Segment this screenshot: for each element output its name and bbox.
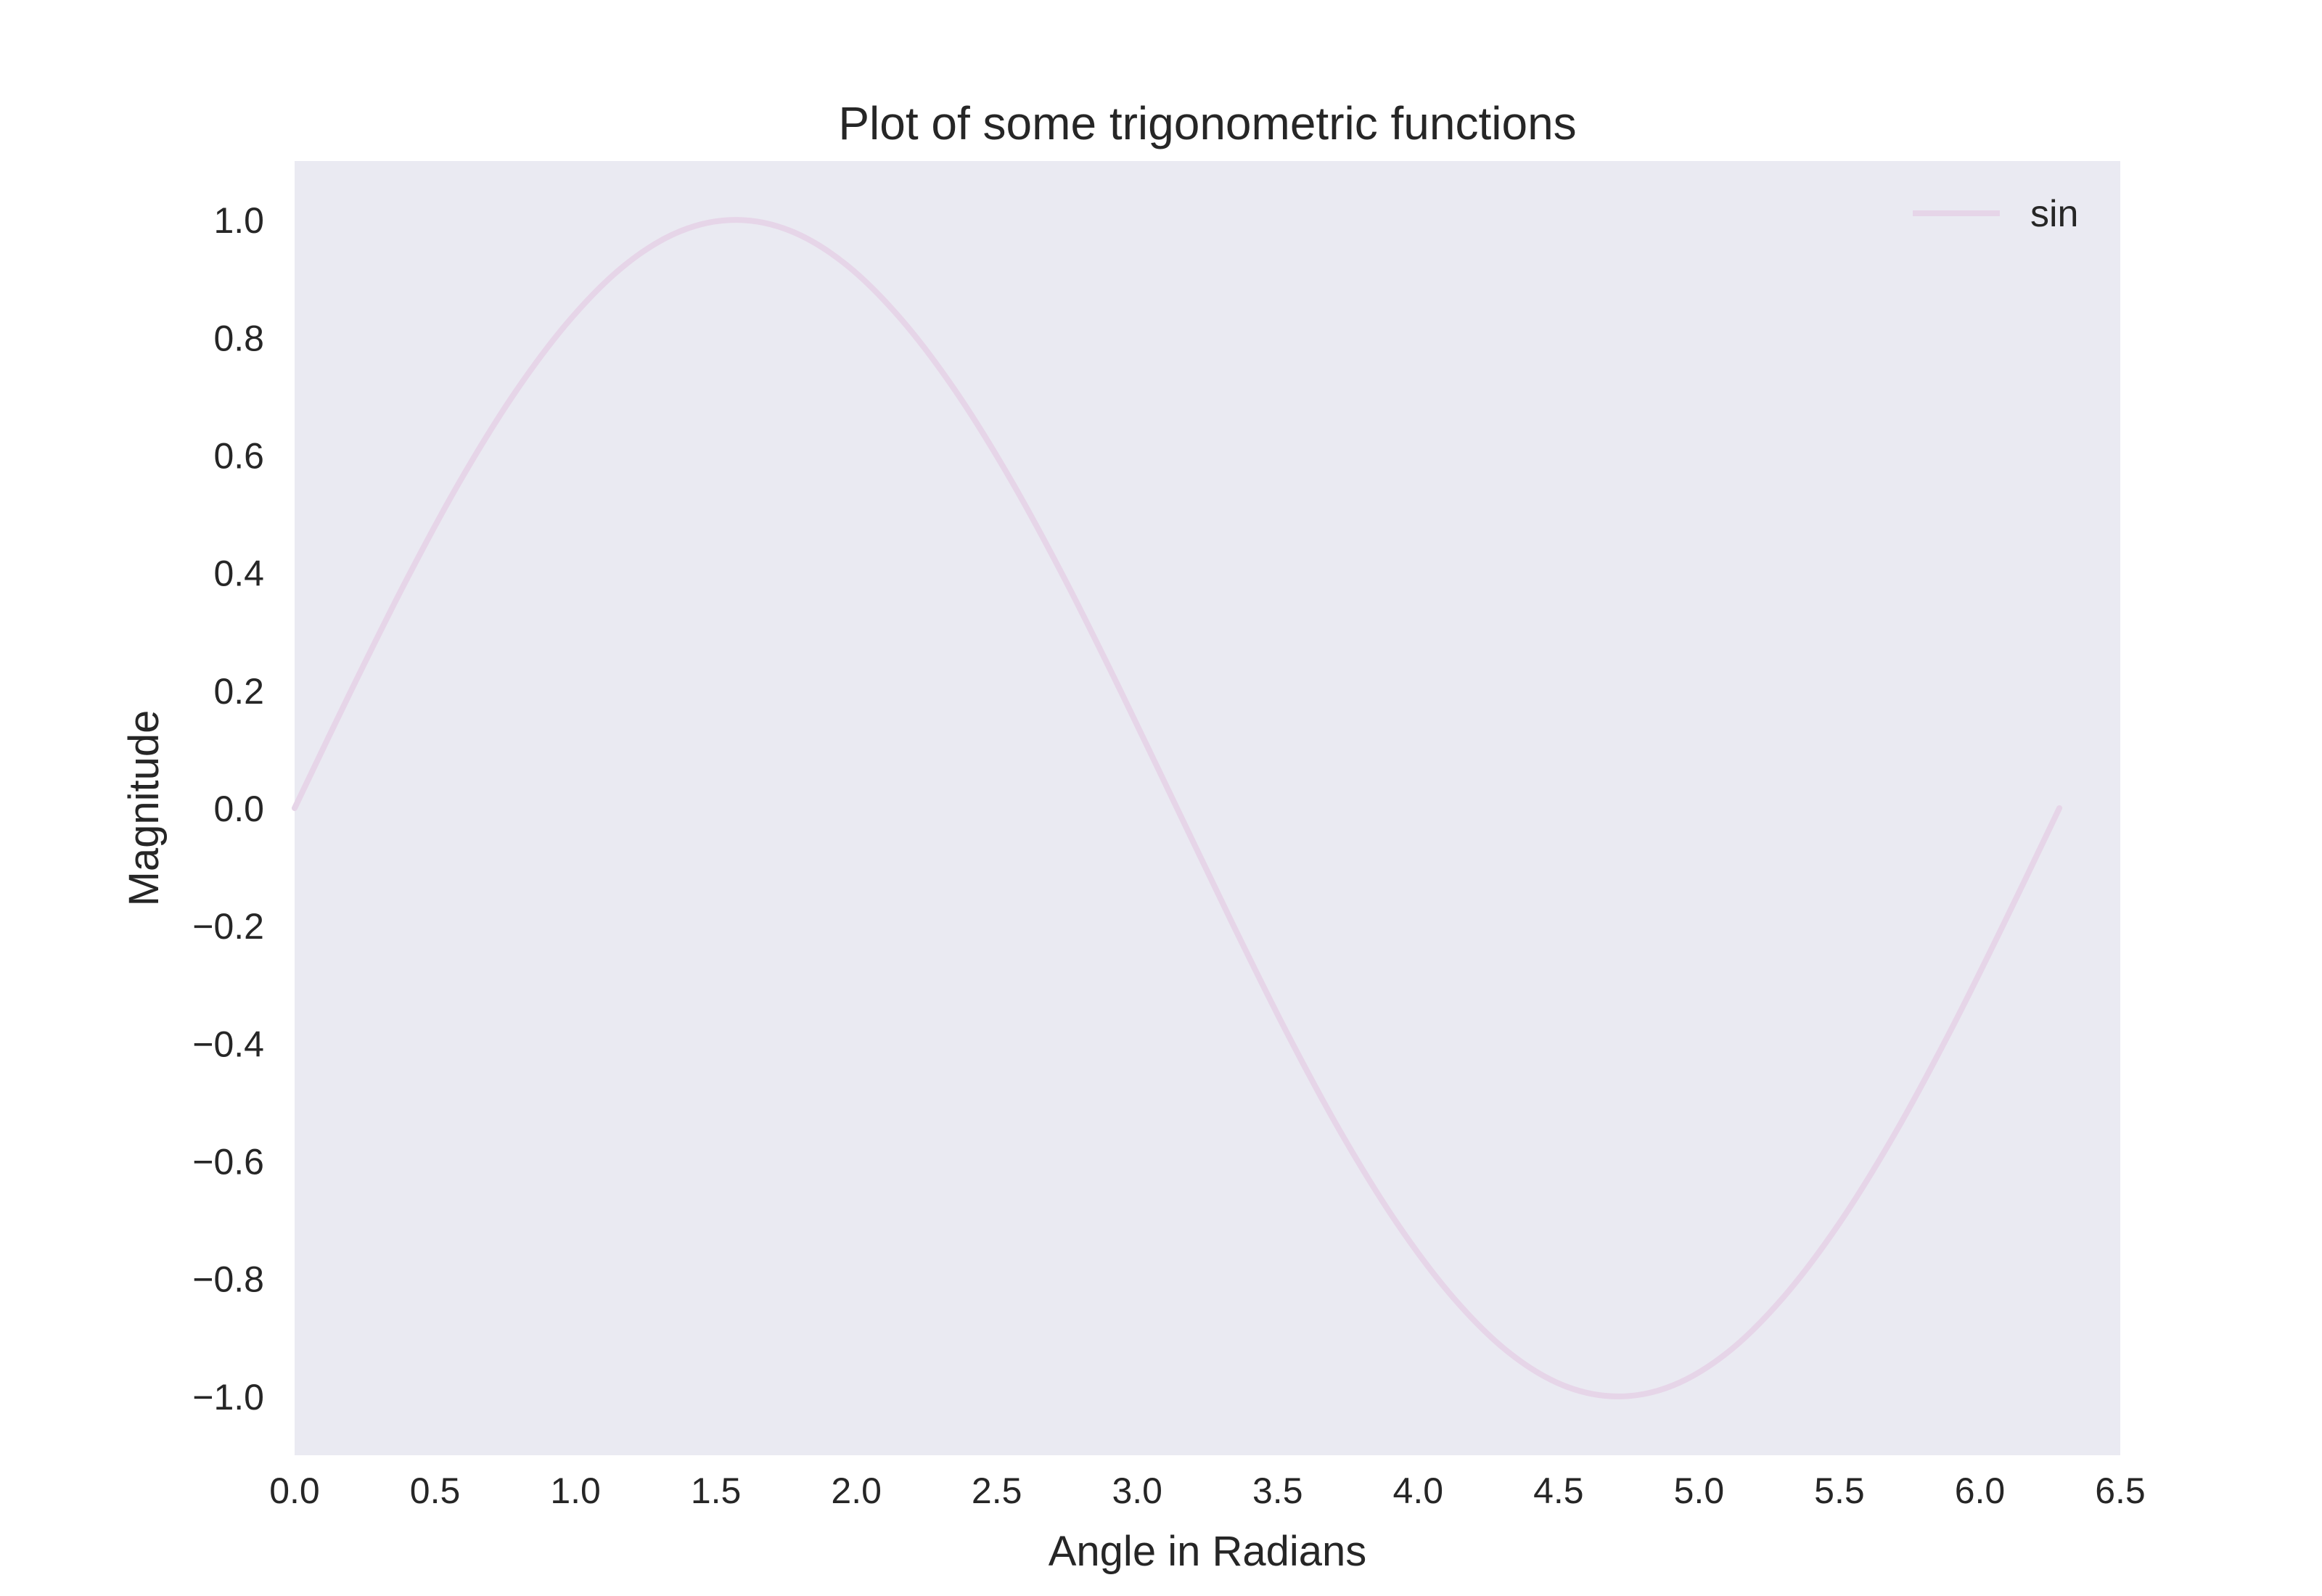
y-tick-label: −0.4 — [192, 1024, 264, 1064]
legend: sin — [1913, 193, 2078, 235]
x-axis-label: Angle in Radians — [1049, 1528, 1367, 1575]
x-tick-label: 3.5 — [1252, 1470, 1303, 1511]
y-tick-label: −0.2 — [192, 906, 264, 947]
x-tick-label: 4.5 — [1533, 1470, 1584, 1511]
x-tick-label: 3.0 — [1112, 1470, 1162, 1511]
legend-label-sin: sin — [2030, 193, 2078, 235]
x-tick-label: 2.5 — [972, 1470, 1022, 1511]
x-tick-label: 1.0 — [550, 1470, 601, 1511]
y-axis-label: Magnitude — [120, 710, 168, 907]
series-line-sin — [292, 217, 2063, 1399]
series-layer — [292, 217, 2063, 1399]
y-tick-label: 0.0 — [213, 789, 264, 829]
x-tick-label: 6.0 — [1955, 1470, 2006, 1511]
y-tick-label: 0.2 — [213, 671, 264, 712]
x-tick-label: 6.5 — [2095, 1470, 2146, 1511]
y-tick-label: −0.8 — [192, 1259, 264, 1300]
y-tick-label: 0.8 — [213, 318, 264, 358]
y-tick-label: 1.0 — [213, 200, 264, 241]
x-tick-label: 0.0 — [269, 1470, 320, 1511]
x-tick-label: 1.5 — [691, 1470, 742, 1511]
x-tick-label: 4.0 — [1393, 1470, 1444, 1511]
x-axis-ticks: 0.0 0.5 1.0 1.5 2.0 2.5 3.0 3.5 4.0 4.5 5.0 5.5 6.0 6… — [269, 1470, 2146, 1511]
y-tick-label: 0.6 — [213, 435, 264, 476]
x-tick-label: 2.0 — [831, 1470, 882, 1511]
x-tick-label: 5.5 — [1814, 1470, 1865, 1511]
chart-title: Plot of some trigonometric functions — [838, 97, 1576, 149]
x-tick-label: 5.0 — [1674, 1470, 1725, 1511]
x-tick-label: 0.5 — [410, 1470, 461, 1511]
y-tick-label: 0.4 — [213, 554, 264, 594]
y-tick-label: −0.6 — [192, 1142, 264, 1182]
plot-area — [295, 161, 2120, 1455]
y-tick-label: −1.0 — [192, 1377, 264, 1418]
y-axis-ticks: 1.0 0.8 0.6 0.4 0.2 0.0 −0.2 −0.4 −0.6 −0.8 −1.0 — [192, 200, 264, 1418]
